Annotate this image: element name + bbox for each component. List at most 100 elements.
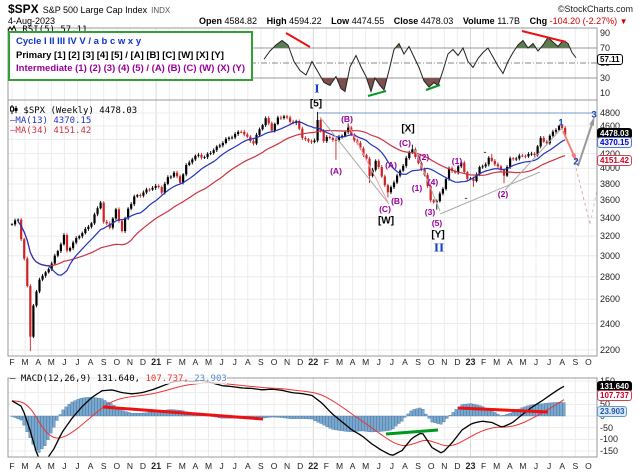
wave-label-primary: [Y] (431, 229, 445, 241)
month-label-macd: N (126, 461, 133, 471)
wave-label-primary: [X] (401, 123, 415, 135)
open-label: Open (199, 16, 223, 26)
stockcharts-credit-link[interactable]: ©StockCharts.com (557, 4, 633, 14)
wave-label-tick: - (483, 147, 487, 157)
month-label-macd: O (427, 461, 435, 471)
month-label-main: F (480, 357, 487, 367)
month-label-macd: A (35, 461, 42, 471)
month-label-macd: J (389, 461, 395, 471)
month-label-main: M (493, 357, 501, 367)
wave-label-intermediate: (5) (431, 218, 443, 228)
rsi-axis-tick: 70 (600, 43, 611, 53)
month-label-macd: M (362, 461, 370, 471)
wave-label-intermediate: (1) (451, 156, 463, 166)
month-label-main: A (87, 357, 94, 367)
indicator-icon (7, 24, 17, 32)
month-label-main: M (204, 357, 213, 367)
month-label-main: A (349, 357, 356, 367)
month-label-macd: A (559, 461, 566, 471)
legend-primary-line: Primary [1] [2] [3] [4] [5] / [A] [B] [C… (16, 49, 224, 61)
chart-date: 4-Aug-2023 (8, 16, 56, 26)
month-label-macd: J (546, 461, 552, 471)
price-axis-tick: 4200 (600, 148, 621, 159)
macd-legend-hist: 23.903 (194, 374, 227, 384)
month-label-macd: J (219, 461, 224, 471)
close-value: 4478.03 (420, 16, 454, 26)
month-label-macd: D (454, 461, 461, 471)
month-label-macd: F (9, 461, 15, 471)
macd-hist-value-box: 23.903 (597, 406, 628, 417)
month-label-main: N (126, 357, 133, 367)
month-label-main: F (166, 357, 172, 367)
month-label-main: N (441, 357, 448, 367)
month-label-macd: M (335, 461, 344, 471)
price-axis-tick: 4000 (600, 163, 621, 174)
wave-label-minor: 3 (591, 109, 597, 121)
quote-line: Open 4584.82 High 4594.22 Low 4474.55 Cl… (192, 16, 628, 26)
ma34-legend: —MA(34) 4151.42 (10, 126, 92, 136)
month-label-main: A (35, 357, 42, 367)
price-axis-tick: 2600 (600, 294, 621, 305)
wave-label-minor: 1 (558, 117, 564, 129)
price-axis-tick: 2400 (600, 318, 621, 329)
month-label-macd: A (349, 461, 356, 471)
month-label-main: S (258, 357, 264, 367)
chg-value: -104.20 (-2.27%) (549, 16, 618, 26)
month-label-main: 22 (308, 357, 319, 367)
month-label-main: A (402, 357, 408, 367)
price-axis-tick: 3000 (600, 250, 621, 261)
month-label-macd: J (62, 461, 67, 471)
wave-label-cycle: I (314, 82, 320, 96)
price-pane-legend: $SPX (Weekly) 4478.03 —MA(13) 4370.15 —M… (10, 105, 137, 136)
wave-degree-legend: Cycle I II III IV V / a b c w x y Primar… (8, 31, 254, 81)
month-label-main: A (559, 357, 566, 367)
month-label-macd: F (166, 461, 172, 471)
month-label-main: O (585, 357, 592, 367)
macd-swatch-icon: — (10, 374, 16, 384)
price-legend-title: $SPX (Weekly) 4478.03 (23, 106, 138, 116)
macd-axis-tick: -100 (600, 434, 619, 445)
month-label-macd: S (415, 461, 421, 471)
wave-label-intermediate: (C) (399, 138, 411, 148)
wave-label-intermediate: (A) (385, 160, 397, 170)
month-label-main: O (113, 357, 121, 367)
price-axis-tick: 3800 (600, 178, 621, 189)
month-label-main: D (297, 357, 304, 367)
rsi-value-box: 57.11 (597, 54, 623, 65)
month-label-main: M (21, 357, 29, 367)
price-axis-tick: 3200 (600, 231, 621, 242)
month-label-main: J (219, 357, 224, 367)
month-label-macd: S (258, 461, 264, 471)
month-label-macd: M (204, 461, 213, 471)
macd-axis-tick: -150 (600, 446, 619, 457)
ma13-value-box: 4370.15 (597, 137, 632, 148)
month-label-main: M (178, 357, 186, 367)
month-label-main: F (9, 357, 15, 367)
month-label-main: 21 (151, 357, 162, 367)
rsi-axis-tick: 10 (600, 88, 611, 98)
low-value: 4474.55 (351, 16, 385, 26)
volume-label: Volume (462, 16, 495, 26)
month-label-macd: 23 (465, 461, 476, 471)
ma13-swatch-icon: — (10, 116, 16, 126)
month-label-main: J (75, 357, 80, 367)
month-label-main: J (62, 357, 67, 367)
wave-label-primary: [W] (377, 215, 395, 227)
macd-axis-tick: 50 (600, 399, 611, 410)
chg-label: Chg (529, 16, 548, 26)
month-label-main: A (244, 357, 251, 367)
month-label-main: S (415, 357, 421, 367)
month-label-macd: M (178, 461, 186, 471)
month-label-main: A (192, 357, 199, 367)
month-label-macd: M (47, 461, 55, 471)
month-label-main: O (427, 357, 435, 367)
month-label-macd: M (493, 461, 501, 471)
month-label-main: M (47, 357, 55, 367)
ma13-legend: —MA(13) 4370.15 (10, 116, 92, 126)
ma34-swatch-icon: — (10, 126, 16, 136)
wave-label-intermediate: (C) (379, 204, 391, 214)
low-label: Low (331, 16, 350, 26)
month-label-macd: F (323, 461, 329, 471)
